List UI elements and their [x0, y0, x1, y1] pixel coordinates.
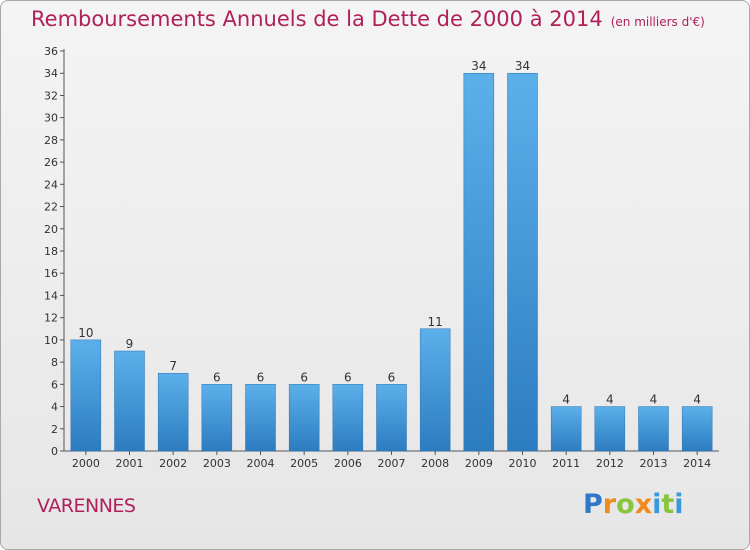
bar [70, 339, 102, 452]
y-tick-label: 12 [44, 312, 58, 325]
y-tick-label: 30 [44, 112, 58, 125]
value-label: 34 [471, 59, 486, 73]
bar [114, 350, 145, 452]
bar [332, 384, 364, 452]
chart-title: Remboursements Annuels de la Dette de 20… [31, 7, 705, 31]
value-label: 6 [344, 370, 352, 384]
value-label: 4 [693, 393, 701, 407]
y-tick-label: 20 [44, 223, 58, 236]
y-tick-label: 34 [44, 67, 58, 80]
city-name: VARENNES [37, 495, 136, 517]
value-label: 4 [562, 393, 570, 407]
y-tick-label: 16 [44, 267, 58, 280]
value-label: 4 [650, 393, 658, 407]
x-tick-label: 2010 [509, 457, 537, 470]
bar [245, 384, 276, 452]
y-tick-label: 10 [44, 334, 58, 347]
value-label: 6 [300, 370, 308, 384]
value-label: 34 [515, 59, 530, 73]
x-tick-label: 2012 [596, 457, 624, 470]
value-label: 6 [257, 370, 265, 384]
x-tick-label: 2002 [159, 457, 187, 470]
x-tick-label: 2004 [247, 457, 275, 470]
bar [157, 372, 189, 452]
y-tick-label: 18 [44, 245, 58, 258]
x-tick-label: 2000 [72, 457, 100, 470]
x-tick-label: 2001 [116, 457, 144, 470]
x-tick-label: 2014 [683, 457, 711, 470]
y-tick-label: 24 [44, 178, 58, 191]
value-label: 6 [388, 370, 396, 384]
bar [594, 406, 626, 452]
y-tick-label: 22 [44, 201, 58, 214]
bars [70, 72, 713, 452]
value-label: 11 [428, 315, 443, 329]
y-tick-label: 36 [44, 45, 58, 58]
bar [638, 406, 669, 452]
x-tick-label: 2009 [465, 457, 493, 470]
value-label: 7 [169, 359, 177, 373]
value-label: 4 [606, 393, 614, 407]
bar [419, 328, 451, 452]
value-label: 6 [213, 370, 221, 384]
x-tick-label: 2005 [290, 457, 318, 470]
y-tick-label: 14 [44, 289, 58, 302]
value-label: 10 [78, 326, 93, 340]
bar [681, 406, 713, 452]
value-labels: 10 9 7 6 6 6 6 6 11 34 34 4 4 4 4 [78, 59, 701, 406]
y-tick-label: 28 [44, 134, 58, 147]
bar [463, 72, 495, 452]
x-tick-label: 2008 [421, 457, 449, 470]
bar [376, 384, 407, 452]
x-tick-label: 2011 [552, 457, 580, 470]
y-tick-label: 0 [51, 445, 58, 458]
y-tick-label: 2 [51, 423, 58, 436]
bar [507, 72, 538, 452]
chart-title-text: Remboursements Annuels de la Dette de 20… [31, 7, 603, 31]
x-axis: 2000 2001 2002 2003 2004 2005 2006 2007 2008 2009… [64, 450, 719, 470]
y-tick-label: 8 [51, 356, 58, 369]
y-tick-label: 4 [51, 401, 58, 414]
x-tick-label: 2003 [203, 457, 231, 470]
bar [550, 406, 582, 452]
proxiti-logo[interactable]: Proxiti [583, 489, 684, 520]
bar [201, 384, 233, 452]
y-tick-label: 32 [44, 89, 58, 102]
value-label: 9 [126, 337, 134, 351]
y-tick-label: 26 [44, 156, 58, 169]
bar [288, 384, 320, 452]
x-tick-label: 2006 [334, 457, 362, 470]
x-tick-label: 2007 [378, 457, 406, 470]
chart-title-unit: (en milliers d'€) [610, 15, 705, 29]
x-tick-label: 2013 [640, 457, 668, 470]
y-tick-label: 6 [51, 378, 58, 391]
